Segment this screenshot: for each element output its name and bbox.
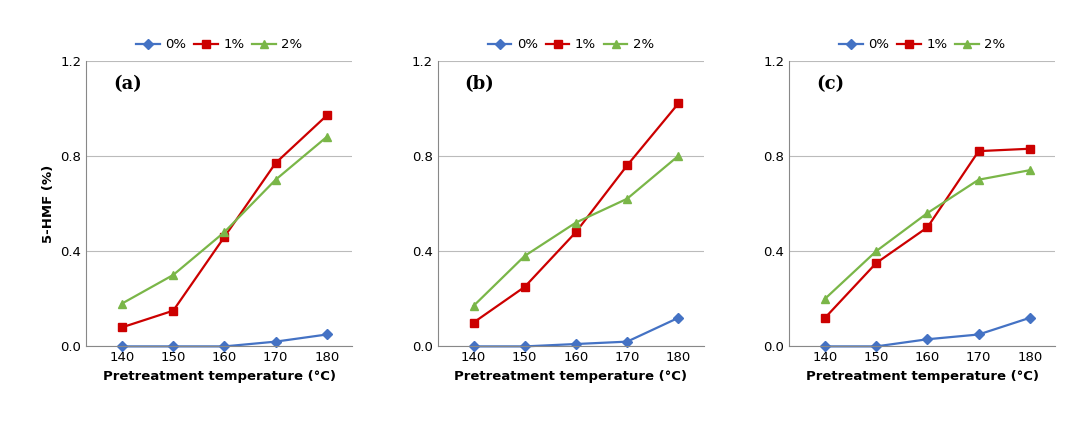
Text: (c): (c)	[815, 75, 844, 93]
X-axis label: Pretreatment temperature (°C): Pretreatment temperature (°C)	[806, 370, 1039, 383]
Legend: 0%, 1%, 2%: 0%, 1%, 2%	[488, 38, 654, 51]
Y-axis label: 5-HMF (%): 5-HMF (%)	[42, 165, 55, 242]
X-axis label: Pretreatment temperature (°C): Pretreatment temperature (°C)	[454, 370, 687, 383]
Text: (b): (b)	[464, 75, 494, 93]
Legend: 0%, 1%, 2%: 0%, 1%, 2%	[839, 38, 1006, 51]
Legend: 0%, 1%, 2%: 0%, 1%, 2%	[136, 38, 303, 51]
X-axis label: Pretreatment temperature (°C): Pretreatment temperature (°C)	[102, 370, 336, 383]
Text: (a): (a)	[113, 75, 141, 93]
